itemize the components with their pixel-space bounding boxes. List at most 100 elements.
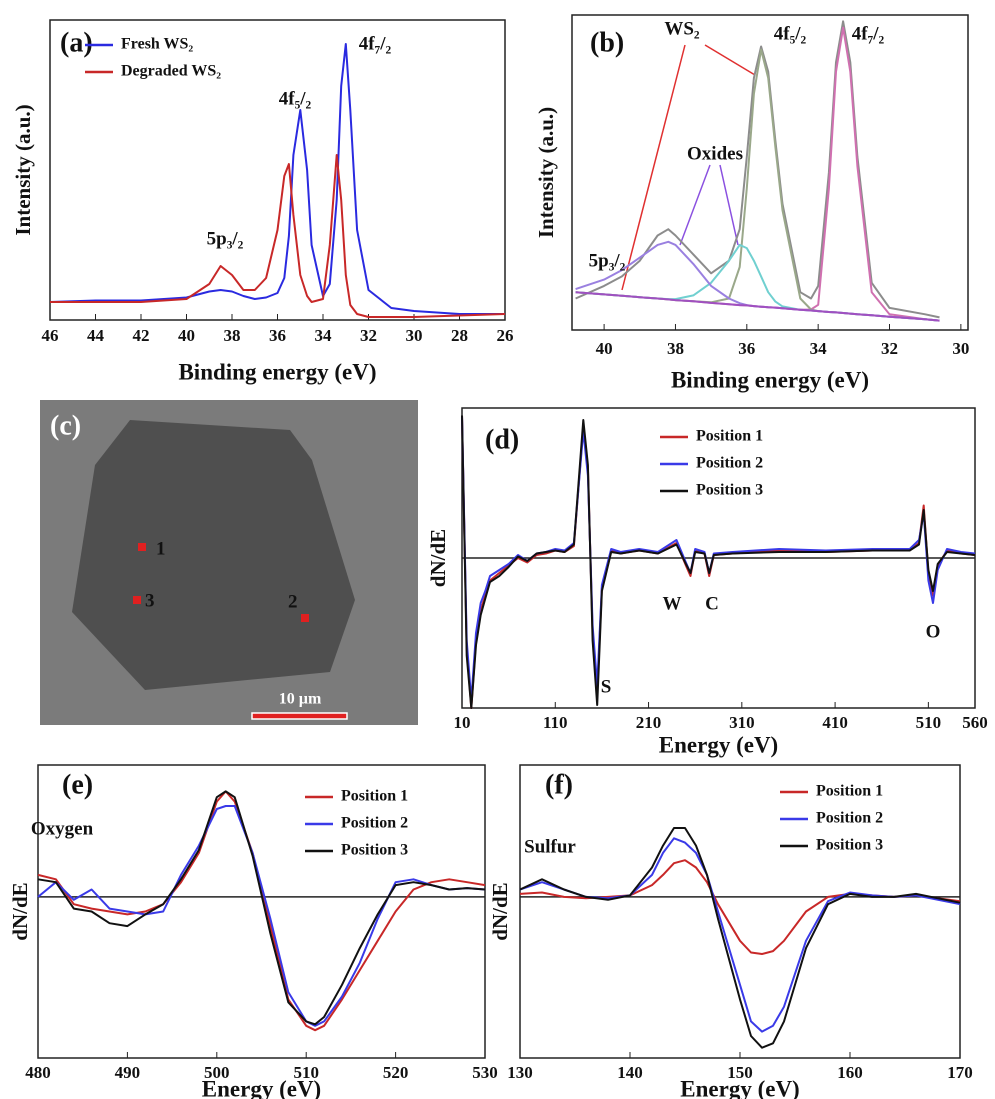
- point-marker: [133, 596, 141, 604]
- legend-label: Position 3: [341, 842, 408, 859]
- x-axis-label: Energy (eV): [659, 732, 778, 757]
- series-line: [37, 805, 486, 1027]
- x-tick-label: 46: [42, 326, 59, 345]
- x-axis-label: Energy (eV): [202, 1076, 321, 1099]
- panel-label: (c): [50, 410, 81, 441]
- x-tick-label: 42: [133, 326, 150, 345]
- y-axis-label: dN/dE: [426, 529, 450, 587]
- flake: [72, 420, 355, 690]
- annotation: 5p₃/₂: [207, 228, 244, 249]
- scale-bar: [251, 712, 348, 720]
- panel-label: (a): [60, 27, 93, 58]
- x-axis-label: Energy (eV): [680, 1076, 799, 1099]
- plot-frame: [37, 764, 486, 1059]
- x-tick-label: 30: [952, 339, 969, 358]
- x-tick-label: 160: [837, 1063, 863, 1082]
- annotation: C: [705, 593, 719, 614]
- x-tick-label: 26: [497, 326, 514, 345]
- x-tick-label: 36: [269, 326, 286, 345]
- x-tick-label: 40: [596, 339, 613, 358]
- panel-label: (e): [62, 769, 93, 800]
- x-tick-label: 490: [115, 1063, 141, 1082]
- panel-label: (d): [485, 424, 519, 455]
- arrow: [621, 44, 686, 291]
- arrow: [704, 44, 756, 76]
- y-axis-label: dN/dE: [488, 882, 512, 940]
- annotation: Sulfur: [524, 836, 576, 857]
- x-tick-label: 480: [25, 1063, 51, 1082]
- x-tick-label: 34: [315, 326, 333, 345]
- y-axis-label: Intensity (a.u.): [11, 104, 35, 235]
- arrow: [719, 164, 739, 246]
- x-tick-label: 110: [543, 713, 568, 732]
- series-line: [519, 827, 961, 1049]
- annotation: O: [926, 621, 941, 642]
- x-tick-label: 40: [178, 326, 195, 345]
- legend-label: Position 2: [816, 810, 883, 827]
- y-axis-label: dN/dE: [8, 882, 32, 940]
- arrows: [621, 44, 756, 291]
- annotation: 4f₇/₂: [852, 23, 885, 44]
- point-marker: [301, 614, 309, 622]
- legend-label: Position 3: [816, 837, 883, 854]
- point-marker: [138, 543, 146, 551]
- series-line: [50, 154, 506, 318]
- annotation: 4f₅/₂: [279, 88, 312, 109]
- x-tick-label: 130: [507, 1063, 533, 1082]
- x-tick-label: 10: [454, 713, 471, 732]
- plot-frame: [519, 764, 961, 1059]
- x-tick-label: 150: [727, 1063, 753, 1082]
- point-label: 1: [156, 538, 166, 559]
- x-tick-label: 210: [636, 713, 662, 732]
- series-line: [461, 415, 976, 702]
- legend-label: Position 3: [696, 482, 763, 499]
- sem-image: 1 2 3 10 µm (c): [40, 400, 418, 725]
- x-tick-label: 500: [204, 1063, 230, 1082]
- x-tick-label: 38: [667, 339, 684, 358]
- x-tick-label: 560: [962, 713, 988, 732]
- x-axis-label: Binding energy (eV): [671, 367, 869, 392]
- annotation: WS₂: [664, 18, 700, 39]
- series-line: [575, 291, 940, 322]
- series-line: [37, 790, 486, 1026]
- legend-label: Position 1: [816, 783, 883, 800]
- x-tick-label: 520: [383, 1063, 409, 1082]
- annotation: W: [663, 593, 682, 614]
- scale-bar-label: 10 µm: [279, 691, 322, 708]
- x-tick-label: 38: [224, 326, 241, 345]
- x-tick-label: 170: [947, 1063, 973, 1082]
- x-tick-label: 28: [451, 326, 468, 345]
- legend-label: Position 1: [696, 428, 763, 445]
- series-line: [519, 859, 961, 955]
- series-line: [519, 837, 961, 1033]
- annotation: S: [601, 676, 612, 697]
- annotation: Oxygen: [31, 818, 94, 839]
- legend-label: Position 1: [341, 788, 408, 805]
- arrow: [679, 164, 711, 246]
- x-tick-label: 510: [916, 713, 942, 732]
- x-tick-label: 410: [822, 713, 848, 732]
- y-axis-label: Intensity (a.u.): [534, 107, 558, 238]
- x-tick-label: 34: [810, 339, 828, 358]
- x-tick-label: 32: [360, 326, 377, 345]
- x-tick-label: 32: [881, 339, 898, 358]
- point-label: 2: [288, 591, 298, 612]
- series-line: [575, 48, 940, 322]
- annotation: Oxides: [687, 143, 743, 164]
- annotation: 5p₃/₂: [589, 250, 626, 271]
- legend-label: Fresh WS₂: [121, 36, 193, 53]
- x-tick-label: 530: [472, 1063, 498, 1082]
- x-tick-label: 36: [738, 339, 755, 358]
- legend-label: Position 2: [341, 815, 408, 832]
- legend-label: Degraded WS₂: [121, 63, 221, 80]
- x-tick-label: 30: [406, 326, 423, 345]
- x-tick-label: 510: [293, 1063, 319, 1082]
- annotation: 4f₅/₂: [774, 23, 807, 44]
- annotation: 4f₇/₂: [359, 33, 392, 54]
- x-tick-label: 44: [87, 326, 105, 345]
- x-axis-label: Binding energy (eV): [178, 359, 376, 384]
- x-tick-label: 140: [617, 1063, 643, 1082]
- legend-label: Position 2: [696, 455, 763, 472]
- point-label: 3: [145, 590, 155, 611]
